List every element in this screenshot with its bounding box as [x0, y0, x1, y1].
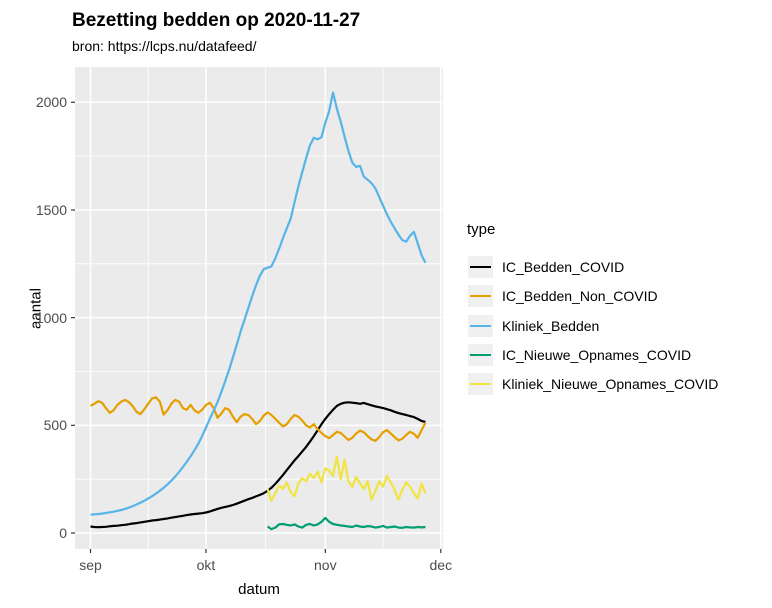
legend-item-IC_Bedden_Non_COVID: IC_Bedden_Non_COVID: [468, 283, 658, 309]
x-tick-label: okt: [196, 557, 216, 573]
x-tick-label: dec: [429, 557, 453, 573]
y-tick-label: 1500: [35, 201, 67, 218]
y-tick-label: 0: [59, 525, 67, 541]
legend-label: Kliniek_Nieuwe_Opnames_COVID: [502, 376, 719, 393]
series-line-Kliniek_Bedden: [90, 91, 427, 516]
legend-item-Kliniek_Nieuwe_Opnames_COVID: Kliniek_Nieuwe_Opnames_COVID: [468, 371, 718, 397]
y-tick-label: 500: [43, 417, 67, 434]
y-tick-label: 2000: [35, 94, 67, 111]
plot-subtitle: bron: https://lcps.nu/datafeed/: [72, 38, 257, 54]
legend-key-Kliniek_Nieuwe_Opnames_COVID: [468, 373, 493, 396]
series-line-IC_Nieuwe_Opnames_COVID: [266, 516, 426, 531]
series-line-IC_Bedden_Non_COVID: [89, 396, 427, 442]
plot-panel: [75, 67, 443, 549]
legend-item-IC_Bedden_COVID: IC_Bedden_COVID: [468, 254, 624, 280]
y-axis-title: aantal: [27, 288, 45, 329]
legend-label: IC_Bedden_COVID: [502, 259, 625, 275]
legend-label: IC_Nieuwe_Opnames_COVID: [502, 346, 692, 363]
y-tick-label: 1000: [35, 309, 67, 326]
legend-key-IC_Bedden_Non_COVID: [468, 285, 493, 308]
legend-key-Kliniek_Bedden: [468, 314, 493, 337]
x-axis-title: datum: [238, 581, 280, 598]
series-line-IC_Bedden_COVID: [90, 401, 426, 529]
legend-item-Kliniek_Bedden: Kliniek_Bedden: [468, 313, 599, 339]
legend-item-IC_Nieuwe_Opnames_COVID: IC_Nieuwe_Opnames_COVID: [468, 342, 691, 368]
legend-key-line: [470, 383, 491, 386]
legend-key-line: [470, 324, 491, 327]
plot-title: Bezetting bedden op 2020-11-27: [72, 10, 361, 31]
legend-key-line: [470, 295, 491, 298]
series-line-Kliniek_Nieuwe_Opnames_COVID: [266, 455, 427, 502]
legend-key-line: [470, 353, 491, 356]
x-tick-label: sep: [79, 557, 102, 573]
legend-label: Kliniek_Bedden: [502, 317, 600, 334]
legend-key-line: [470, 266, 491, 268]
legend-label: IC_Bedden_Non_COVID: [502, 288, 658, 305]
legend-title: type: [467, 221, 496, 238]
x-tick-label: nov: [314, 557, 337, 573]
legend-key-IC_Nieuwe_Opnames_COVID: [468, 343, 493, 366]
legend-key-IC_Bedden_COVID: [468, 256, 493, 278]
